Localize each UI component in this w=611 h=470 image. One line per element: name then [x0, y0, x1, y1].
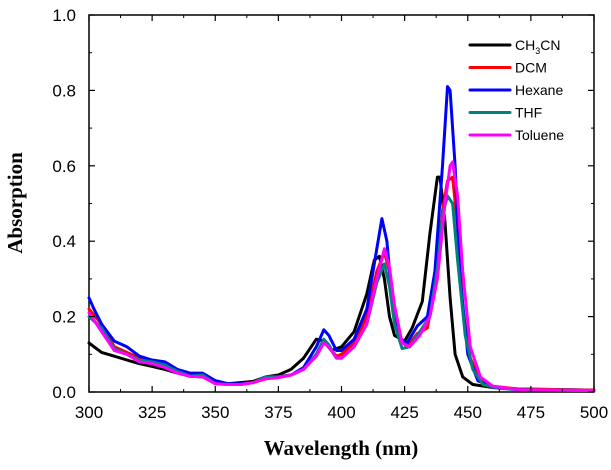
x-tick-label: 500: [580, 403, 608, 422]
x-tick-label: 350: [201, 403, 229, 422]
series-layer: [87, 85, 596, 392]
x-tick-label: 450: [454, 403, 482, 422]
y-tick-label: 0.4: [52, 232, 76, 251]
y-tick-label: 0.0: [52, 383, 76, 402]
y-axis-title: Absorption: [3, 152, 27, 254]
legend-label-thf: THF: [515, 105, 542, 121]
series-line-hexane: [87, 85, 596, 392]
tick-layer: 300 325 350 375 400 425 450 475 500 0.0 0.2 0.4 0.6 0…: [52, 6, 608, 422]
y-tick-label: 0.6: [52, 157, 76, 176]
legend-label-toluene: Toluene: [515, 127, 564, 143]
legend-label-hexane: Hexane: [515, 82, 563, 98]
series-line-toluene: [87, 160, 596, 392]
legend-label-dcm: DCM: [515, 60, 547, 76]
legend-label-ch3cn: CH3CN: [515, 37, 560, 56]
x-tick-label: 300: [75, 403, 103, 422]
y-tick-label: 1.0: [52, 6, 76, 25]
legend: CH3CN DCM Hexane THF Toluene: [468, 37, 564, 143]
x-tick-label: 400: [327, 403, 355, 422]
y-tick-label: 0.8: [52, 81, 76, 100]
y-tick-label: 0.2: [52, 308, 76, 327]
x-tick-label: 475: [517, 403, 545, 422]
x-axis-title: Wavelength (nm): [264, 436, 419, 460]
x-tick-label: 325: [138, 403, 166, 422]
x-tick-label: 425: [390, 403, 418, 422]
x-tick-label: 375: [264, 403, 292, 422]
